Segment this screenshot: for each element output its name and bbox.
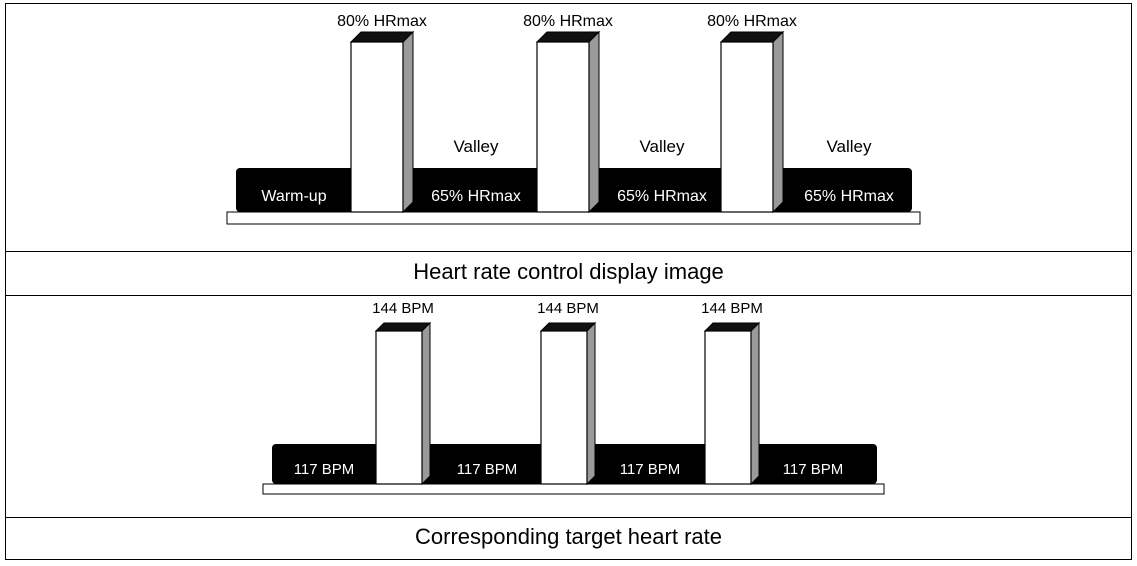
peak-label: 80% HRmax: [707, 13, 797, 30]
caption-target-heart-rate: Corresponding target heart rate: [415, 524, 722, 549]
valley-label: Valley: [826, 137, 872, 156]
base-segment-label: 117 BPM: [783, 461, 844, 478]
peak-label: 144 BPM: [372, 300, 434, 317]
caption-display-image: Heart rate control display image: [413, 259, 724, 284]
peak-bar-top: [539, 322, 597, 332]
peak-bar-top: [349, 31, 415, 43]
bottom-caption-cell: [5, 517, 1132, 560]
base-plate: [262, 483, 885, 495]
peak-bar: [704, 330, 752, 485]
base-segment-label: 65% HRmax: [804, 188, 894, 205]
peak-bar: [350, 41, 404, 213]
base-segment-label: 117 BPM: [620, 461, 681, 478]
base-segment-label: Warm-up: [261, 188, 326, 205]
base-segment-label: 117 BPM: [294, 461, 355, 478]
peak-label: 80% HRmax: [523, 13, 613, 30]
peak-bar-side: [588, 30, 600, 214]
peak-label: 144 BPM: [701, 300, 763, 317]
base-segment-label: 117 BPM: [457, 461, 518, 478]
base-segment-label: 65% HRmax: [617, 188, 707, 205]
peak-bar-side: [772, 30, 784, 214]
peak-bar-top: [374, 322, 432, 332]
peak-bar-top: [719, 31, 785, 43]
peak-bar-side: [402, 30, 414, 214]
base-segment-label: 65% HRmax: [431, 188, 521, 205]
peak-bar: [536, 41, 590, 213]
peak-label: 80% HRmax: [337, 13, 427, 30]
base-plate: [226, 211, 921, 225]
peak-bar-top: [535, 31, 601, 43]
peak-bar-side: [750, 321, 760, 486]
peak-bar-side: [421, 321, 431, 486]
valley-label: Valley: [453, 137, 499, 156]
peak-bar-side: [586, 321, 596, 486]
valley-label: Valley: [639, 137, 685, 156]
peak-bar: [720, 41, 774, 213]
peak-label: 144 BPM: [537, 300, 599, 317]
peak-bar: [375, 330, 423, 485]
peak-bar: [540, 330, 588, 485]
peak-bar-top: [703, 322, 761, 332]
